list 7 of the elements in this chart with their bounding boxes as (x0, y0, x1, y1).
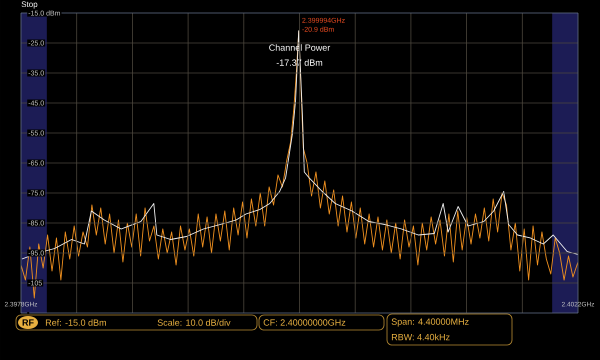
text: Span: 4.40000MHz (392, 318, 469, 327)
text: CF: 2.40000000GHz (264, 319, 346, 326)
text: Scale: 10.0 dB/div (158, 319, 231, 326)
text: RBW: 4.40kHz (392, 334, 450, 340)
text: RF (22, 319, 34, 326)
text: Ref: -15.0 dBm (46, 319, 106, 326)
text: Stop (22, 1, 38, 9)
